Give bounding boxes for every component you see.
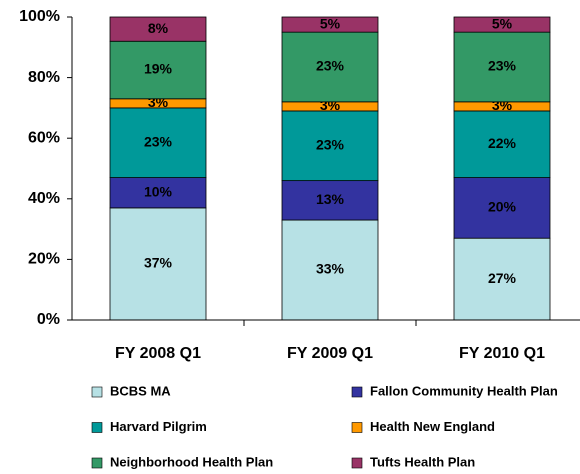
value-label: 10%: [144, 183, 173, 199]
value-label: 8%: [148, 20, 169, 36]
value-label: 22%: [488, 135, 517, 151]
x-tick-label: FY 2009 Q1: [287, 345, 373, 362]
bar-segment: [281, 219, 379, 321]
legend-label: Neighborhood Health Plan: [110, 454, 273, 469]
bar-segment: [453, 177, 551, 239]
legend-swatch: [91, 422, 103, 433]
value-label: 23%: [316, 136, 345, 152]
legend-swatch: [91, 457, 103, 469]
bar-segment: [281, 110, 379, 182]
y-tick-label: 60%: [28, 129, 60, 146]
legend-label: Harvard Pilgrim: [110, 419, 207, 434]
value-label: 33%: [316, 261, 345, 277]
value-label: 13%: [316, 191, 345, 207]
bar-segment: [109, 177, 207, 209]
legend-swatch: [351, 422, 363, 433]
bar-segment: [453, 31, 551, 103]
y-tick-label: 100%: [19, 8, 60, 25]
value-label: 20%: [488, 199, 517, 215]
bar-segment: [453, 16, 551, 33]
bar-segment: [281, 16, 379, 33]
value-label: 5%: [320, 15, 341, 31]
y-tick-label: 40%: [28, 190, 60, 207]
x-tick-label: FY 2008 Q1: [115, 345, 201, 362]
legend-swatch: [91, 386, 103, 398]
y-tick-label: 80%: [28, 69, 60, 86]
y-tick-label: 0%: [37, 311, 60, 328]
bar-segment: [109, 16, 207, 42]
bar-segment: [109, 107, 207, 178]
bar-segment: [453, 237, 551, 321]
value-label: 23%: [316, 58, 345, 74]
value-label: 5%: [492, 15, 513, 31]
legend-label: BCBS MA: [110, 383, 171, 398]
legend-label: Health New England: [370, 419, 495, 434]
value-label: 37%: [144, 255, 173, 271]
value-label: 23%: [488, 58, 517, 74]
value-label: 23%: [144, 133, 173, 149]
value-label: 27%: [488, 270, 517, 286]
value-label: 19%: [144, 61, 173, 77]
legend-swatch: [351, 386, 363, 398]
bar-segment: [281, 180, 379, 221]
bar-segment: [281, 31, 379, 103]
legend-label: Tufts Health Plan: [370, 454, 475, 469]
y-tick-label: 20%: [28, 251, 60, 268]
x-tick-label: FY 2010 Q1: [459, 345, 545, 362]
legend-swatch: [351, 457, 363, 469]
legend-label: Fallon Community Health Plan: [370, 383, 558, 398]
